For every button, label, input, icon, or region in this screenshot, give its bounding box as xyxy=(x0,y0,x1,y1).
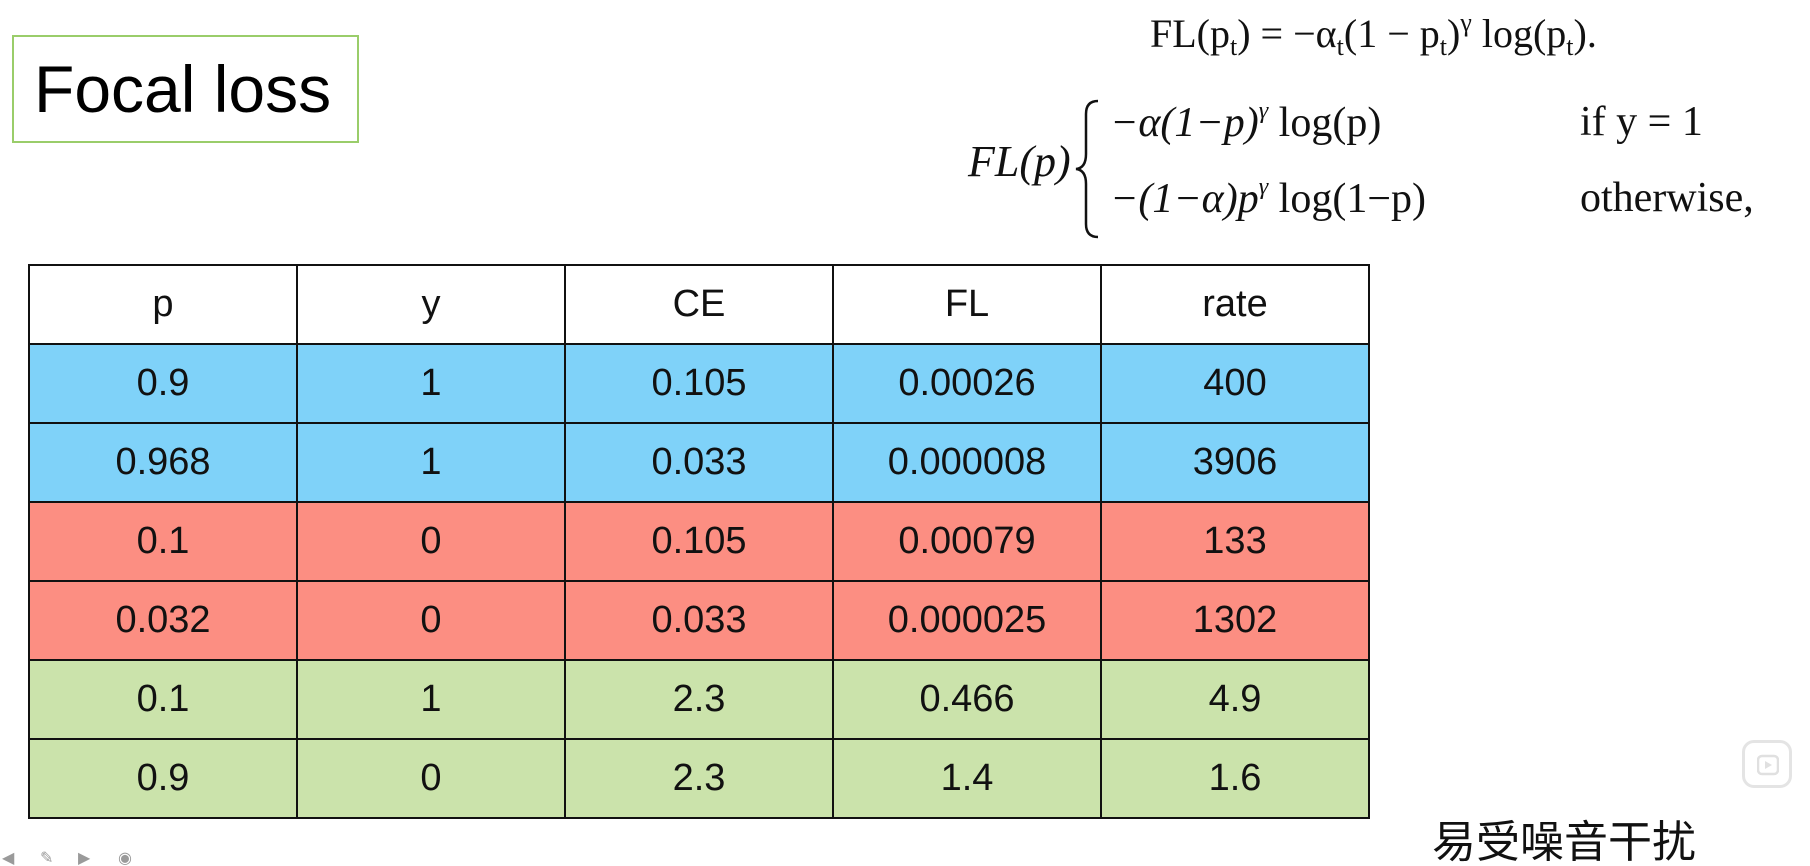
formula-paren: (1 − p xyxy=(1343,11,1440,56)
header-ce: CE xyxy=(564,264,834,345)
title-box: Focal loss xyxy=(12,35,359,143)
cell-fl: 0.000025 xyxy=(832,580,1102,661)
slide-title: Focal loss xyxy=(34,52,332,126)
cell-p: 0.9 xyxy=(28,343,298,424)
cell-p: 0.032 xyxy=(28,580,298,661)
cell-ce: 2.3 xyxy=(564,659,834,740)
cell-y: 0 xyxy=(296,738,566,819)
cell-ce: 0.105 xyxy=(564,501,834,582)
cell-rate: 400 xyxy=(1100,343,1370,424)
case1-condition: if y = 1 xyxy=(1580,99,1703,145)
curly-brace-icon xyxy=(1075,99,1099,239)
formula-lhs-sub: t xyxy=(1230,32,1238,61)
case1-gamma: γ xyxy=(1258,98,1269,124)
formula-lhs: FL(p xyxy=(1150,11,1230,56)
focal-loss-formula: FL(pt) = −αt(1 − pt)γ log(pt). xyxy=(1150,8,1597,62)
play-icon xyxy=(1757,754,1779,776)
table-row: 0.1 1 2.3 0.466 4.9 xyxy=(28,659,1370,740)
cell-y: 1 xyxy=(296,422,566,503)
cell-fl: 0.000008 xyxy=(832,422,1102,503)
formula-gamma: γ xyxy=(1460,8,1472,37)
header-p: p xyxy=(28,264,298,345)
zoom-icon[interactable]: ◉ xyxy=(118,848,132,866)
header-y: y xyxy=(296,264,566,345)
cell-p: 0.1 xyxy=(28,501,298,582)
cell-rate: 3906 xyxy=(1100,422,1370,503)
cell-rate: 4.9 xyxy=(1100,659,1370,740)
cell-fl: 0.466 xyxy=(832,659,1102,740)
cell-y: 0 xyxy=(296,501,566,582)
cell-ce: 0.033 xyxy=(564,422,834,503)
formula-eq: ) = −α xyxy=(1237,11,1337,56)
cell-y: 1 xyxy=(296,659,566,740)
table-row: 0.1 0 0.105 0.00079 133 xyxy=(28,501,1370,582)
noise-note: 易受噪音干扰 xyxy=(1432,817,1696,866)
case2-log: log(1−p) xyxy=(1268,176,1426,222)
cell-p: 0.1 xyxy=(28,659,298,740)
cell-ce: 0.033 xyxy=(564,580,834,661)
table-row: 0.9 1 0.105 0.00026 400 xyxy=(28,343,1370,424)
case1-log: log(p) xyxy=(1268,100,1382,146)
cell-p: 0.9 xyxy=(28,738,298,819)
piecewise-lhs: FL(p) xyxy=(968,137,1071,186)
formula-alpha-sub: t xyxy=(1336,32,1344,61)
formula-log-sub: t xyxy=(1566,32,1574,61)
cell-fl: 0.00079 xyxy=(832,501,1102,582)
piecewise-case-2: −(1−α)pγ log(1−p) xyxy=(1110,174,1426,223)
formula-paren-close: ) xyxy=(1447,11,1461,56)
cell-y: 1 xyxy=(296,343,566,424)
cell-fl: 1.4 xyxy=(832,738,1102,819)
case2-gamma: γ xyxy=(1258,174,1269,200)
pen-icon[interactable]: ✎ xyxy=(40,848,54,866)
cell-rate: 133 xyxy=(1100,501,1370,582)
formula-log: log(p xyxy=(1471,11,1567,56)
header-fl: FL xyxy=(832,264,1102,345)
cell-rate: 1302 xyxy=(1100,580,1370,661)
header-rate: rate xyxy=(1100,264,1370,345)
case1-expr: −α(1−p) xyxy=(1110,100,1259,146)
prev-arrow-icon[interactable]: ◀ xyxy=(2,848,15,866)
cell-rate: 1.6 xyxy=(1100,738,1370,819)
cell-ce: 2.3 xyxy=(564,738,834,819)
case2-expr: −(1−α)p xyxy=(1110,176,1259,222)
next-arrow-icon[interactable]: ▶ xyxy=(78,848,91,866)
presentation-toolbar: ◀ ✎ ▶ ◉ xyxy=(0,848,160,866)
table-header-row: p y CE FL rate xyxy=(28,264,1370,345)
formula-paren-sub: t xyxy=(1439,32,1447,61)
cell-y: 0 xyxy=(296,580,566,661)
case2-condition: otherwise, xyxy=(1580,175,1754,221)
formula-end: ). xyxy=(1573,11,1597,56)
table-row: 0.032 0 0.033 0.000025 1302 xyxy=(28,580,1370,661)
cell-ce: 0.105 xyxy=(564,343,834,424)
focal-loss-table: p y CE FL rate 0.9 1 0.105 0.00026 400 0… xyxy=(28,264,1370,819)
cell-p: 0.968 xyxy=(28,422,298,503)
table-row: 0.968 1 0.033 0.000008 3906 xyxy=(28,422,1370,503)
play-button[interactable] xyxy=(1742,740,1792,788)
piecewise-case-1: −α(1−p)γ log(p) xyxy=(1110,98,1381,147)
cell-fl: 0.00026 xyxy=(832,343,1102,424)
piecewise-formula: FL(p) −α(1−p)γ log(p) if y = 1 −(1−α)pγ … xyxy=(968,96,1808,241)
table-row: 0.9 0 2.3 1.4 1.6 xyxy=(28,738,1370,819)
